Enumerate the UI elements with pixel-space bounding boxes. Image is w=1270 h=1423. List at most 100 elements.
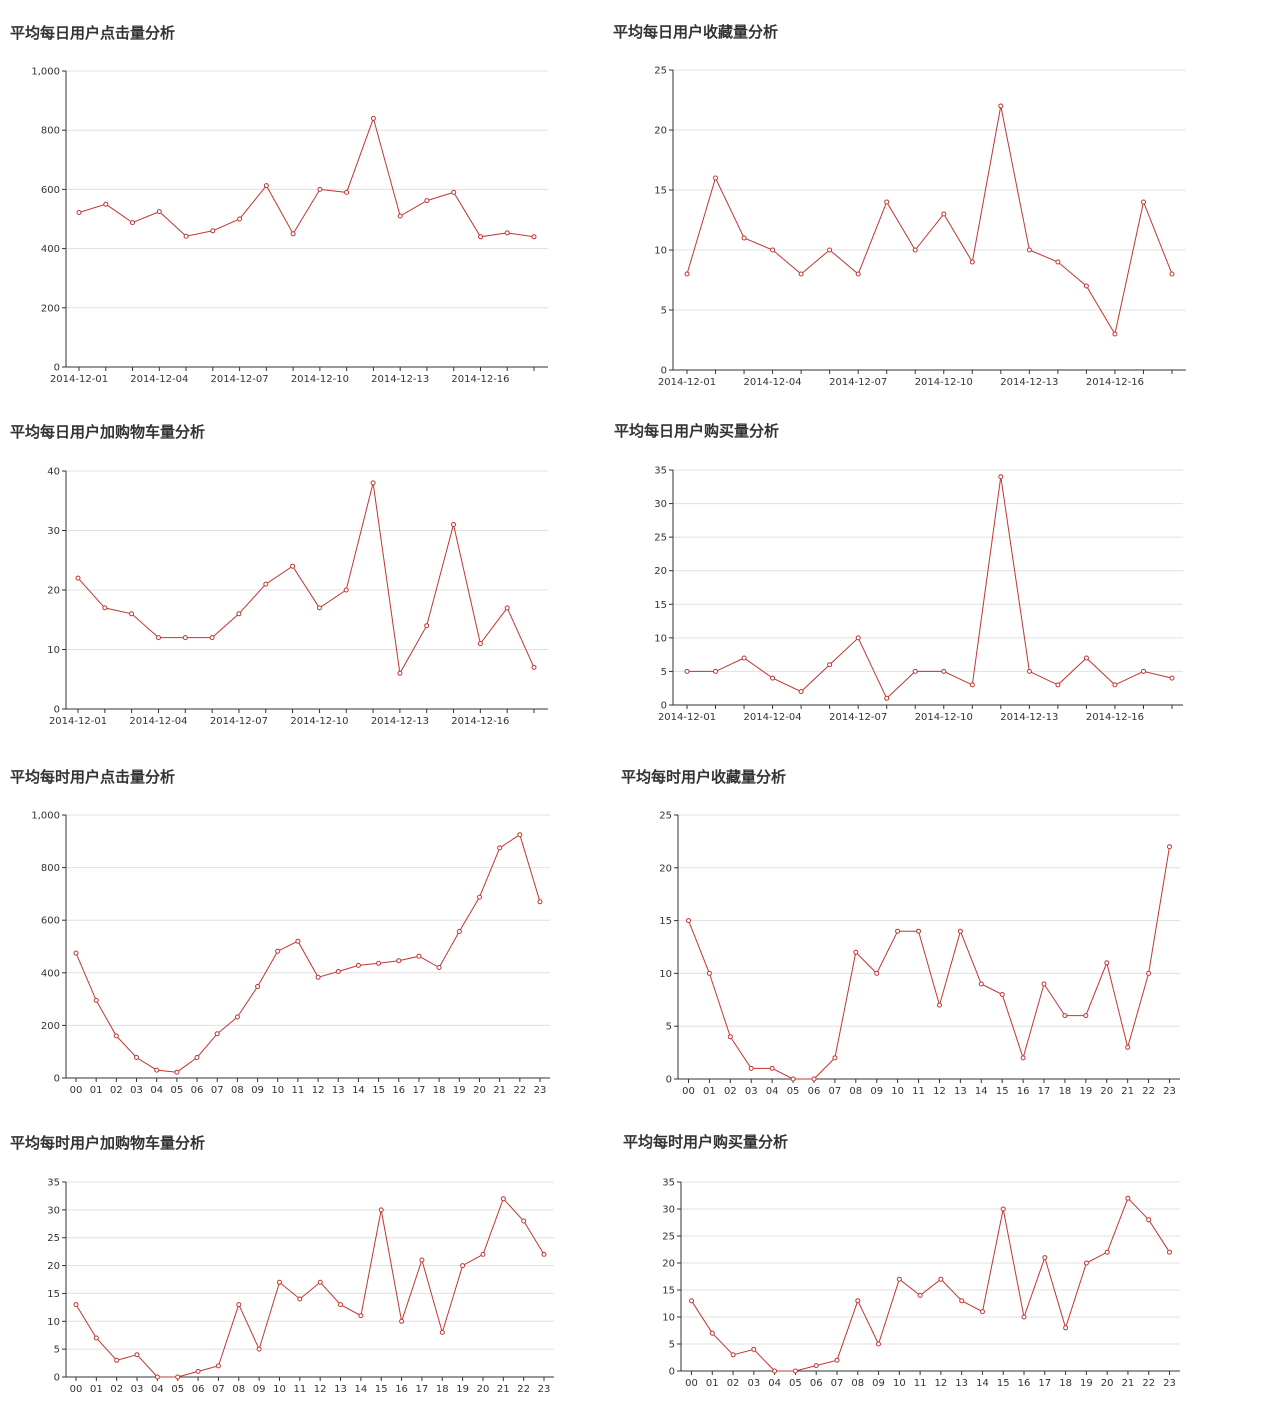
y-tick-label: 10: [662, 1313, 675, 1324]
data-point: [1141, 668, 1146, 674]
x-tick-label: 04: [151, 1384, 164, 1395]
x-tick-label: 23: [534, 1085, 547, 1096]
x-tick-label: 21: [1122, 1378, 1135, 1389]
data-point: [477, 894, 482, 900]
x-tick-label: 05: [171, 1085, 184, 1096]
data-point: [480, 1251, 486, 1257]
data-point: [129, 611, 135, 617]
data-point: [1055, 259, 1061, 265]
data-point: [855, 1298, 861, 1304]
y-tick-label: 20: [659, 863, 672, 874]
x-tick-label: 08: [231, 1085, 244, 1096]
data-point: [874, 970, 880, 976]
x-tick-label: 2014-12-13: [371, 374, 429, 385]
x-tick-label: 23: [1163, 1378, 1176, 1389]
data-point: [134, 1352, 140, 1358]
x-tick-label: 05: [787, 1086, 800, 1097]
data-point: [978, 981, 984, 987]
data-point: [531, 664, 537, 670]
x-tick-label: 14: [355, 1384, 368, 1395]
data-point: [999, 992, 1005, 997]
chart-title: 平均每日用户收藏量分析: [613, 23, 779, 41]
x-tick-label: 12: [312, 1085, 325, 1096]
x-tick-label: 19: [1080, 1378, 1093, 1389]
y-tick-label: 200: [41, 1021, 60, 1032]
data-point: [969, 259, 975, 265]
x-tick-label: 2014-12-10: [915, 377, 973, 388]
data-point: [76, 210, 82, 215]
x-tick-label: 2014-12-13: [371, 716, 429, 727]
x-tick-label: 19: [453, 1085, 466, 1096]
data-point: [263, 183, 269, 189]
data-point: [1125, 1195, 1131, 1201]
x-tick-label: 2014-12-04: [744, 377, 802, 388]
y-tick-label: 20: [662, 1259, 675, 1270]
y-tick-label: 10: [654, 246, 667, 257]
x-tick-label: 01: [90, 1384, 103, 1395]
x-tick-label: 2014-12-04: [129, 716, 187, 727]
x-tick-label: 08: [849, 1086, 862, 1097]
x-tick-label: 15: [996, 1086, 1009, 1097]
data-point: [343, 587, 349, 593]
data-point: [236, 1302, 242, 1308]
x-tick-label: 13: [955, 1378, 968, 1389]
data-point: [748, 1065, 754, 1071]
line-chart-daily-clicks: 0 200 400 600 800 1,000 2014-12-01 2014-12-04 20…: [31, 67, 548, 385]
x-tick-label: 2014-12-04: [744, 712, 802, 723]
data-point: [853, 949, 859, 955]
x-tick-label: 17: [413, 1085, 426, 1096]
x-tick-label: 13: [332, 1085, 345, 1096]
chart-panel-hourly-clicks: 平均每时用户点击量分析 0 200 400 600 800 1,000 00 01 02 03 04…: [0, 745, 620, 1105]
data-point: [938, 1276, 944, 1282]
x-tick-label: 07: [211, 1085, 224, 1096]
data-point: [237, 216, 243, 222]
x-tick-label: 12: [933, 1086, 946, 1097]
y-tick-label: 10: [654, 633, 667, 644]
x-tick-label: 10: [271, 1085, 284, 1096]
x-tick-label: 16: [1017, 1086, 1030, 1097]
x-tick-label: 18: [1059, 1086, 1072, 1097]
series-line: [691, 1197, 1170, 1372]
x-tick-label: 22: [517, 1384, 530, 1395]
data-point: [770, 247, 776, 253]
data-point: [941, 211, 947, 217]
y-tick-label: 5: [661, 667, 667, 678]
y-tick-label: 35: [47, 1178, 60, 1189]
data-point: [154, 1374, 160, 1380]
x-tick-label: 07: [212, 1384, 225, 1395]
data-point: [895, 928, 901, 934]
x-tick-label: 15: [375, 1384, 388, 1395]
data-point: [439, 1329, 445, 1335]
x-tick-label: 02: [110, 1085, 123, 1096]
x-tick-label: 2014-12-01: [658, 377, 716, 388]
x-tick-label: 18: [433, 1085, 446, 1096]
y-tick-label: 35: [662, 1178, 675, 1189]
data-point: [834, 1357, 840, 1363]
data-point: [460, 1263, 466, 1269]
data-point: [397, 213, 403, 219]
x-tick-label: 10: [893, 1378, 906, 1389]
x-tick-label: 14: [352, 1085, 365, 1096]
x-tick-label: 2014-12-10: [915, 712, 973, 723]
y-tick-label: 0: [54, 363, 60, 374]
data-point: [1021, 1314, 1027, 1320]
y-tick-label: 800: [41, 126, 60, 137]
data-point: [277, 1279, 282, 1285]
chart-panel-hourly-favorites: 平均每时用户收藏量分析 0 5 10 15 20 25 00 01 02 03 04 05 06 07 08…: [610, 745, 1250, 1105]
data-point: [234, 1014, 240, 1020]
data-point: [256, 1346, 262, 1352]
data-point: [236, 611, 242, 617]
x-tick-label: 00: [70, 1384, 83, 1395]
data-point: [255, 984, 261, 989]
data-point: [1000, 1206, 1006, 1212]
data-point: [297, 1296, 303, 1302]
y-tick-label: 5: [669, 1340, 675, 1351]
x-tick-label: 04: [150, 1085, 163, 1096]
data-point: [798, 271, 804, 277]
x-tick-label: 05: [789, 1378, 802, 1389]
x-tick-label: 02: [724, 1086, 737, 1097]
x-tick-label: 2014-12-07: [210, 716, 268, 727]
y-tick-label: 600: [41, 916, 60, 927]
line-chart-daily-purchases: 0 5 10 15 20 25 30 35 2014-12-01 2014-12-04 2014-1…: [654, 466, 1183, 723]
